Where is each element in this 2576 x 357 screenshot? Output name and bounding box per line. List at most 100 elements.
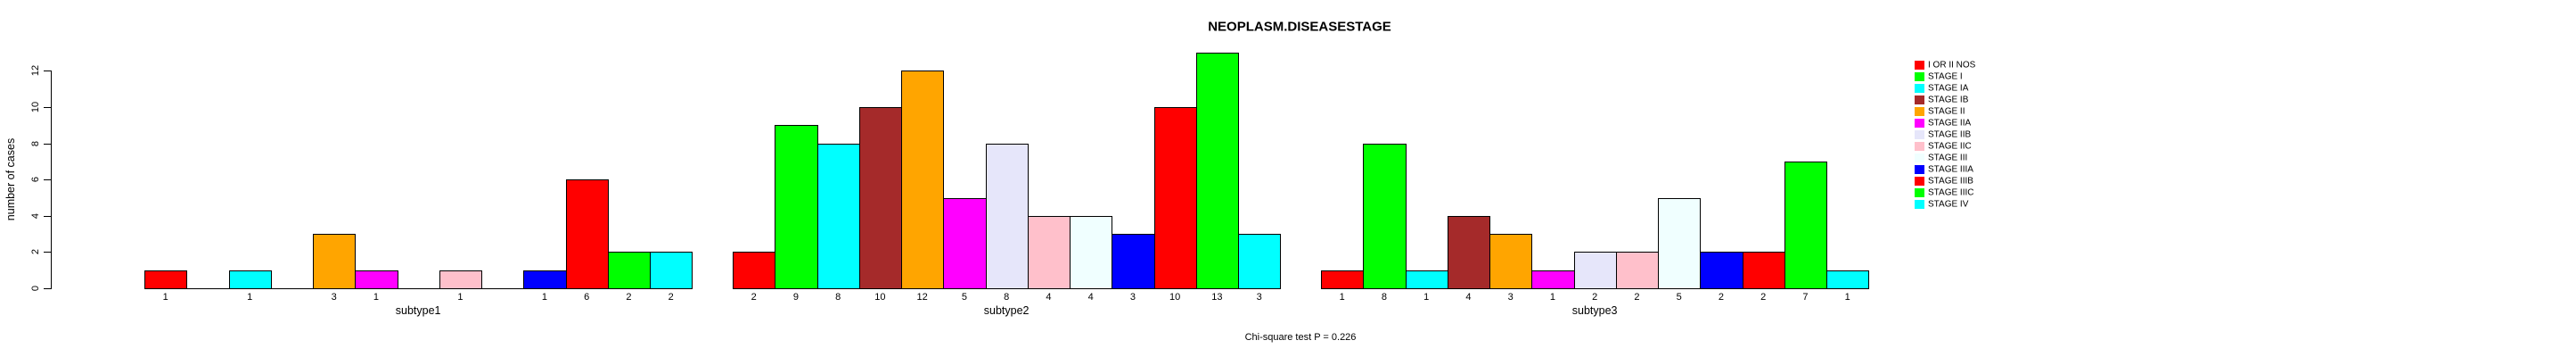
legend-label: STAGE IB	[1928, 95, 1969, 105]
legend-swatch	[1915, 164, 1924, 174]
legend-swatch	[1915, 95, 1924, 104]
bar-value-label: 7	[1802, 292, 1809, 303]
legend-swatch	[1915, 71, 1924, 81]
legend-label: STAGE IA	[1928, 83, 1969, 94]
group-axis-label: subtype3	[1571, 304, 1618, 317]
y-axis-tick	[44, 107, 51, 108]
legend-swatch	[1915, 83, 1924, 93]
bar-value-label: 1	[162, 292, 168, 303]
bar	[775, 125, 818, 289]
bar-value-label: 1	[247, 292, 253, 303]
bar	[1489, 234, 1533, 289]
bar-value-label: 1	[1339, 292, 1345, 303]
bar-value-label: 2	[1760, 292, 1767, 303]
legend-label: STAGE IIB	[1928, 129, 1972, 140]
y-axis-tick-label: 10	[30, 101, 41, 113]
legend-swatch	[1915, 176, 1924, 186]
chi-square-annotation: Chi-square test P = 0.226	[1244, 332, 1357, 343]
bar	[565, 179, 609, 289]
y-axis-tick	[44, 252, 51, 253]
bar	[228, 270, 272, 289]
bar	[858, 107, 902, 289]
bar-value-label: 3	[1256, 292, 1262, 303]
y-axis-line	[51, 71, 52, 289]
legend-swatch	[1915, 60, 1924, 70]
bar-value-label: 3	[1129, 292, 1136, 303]
bar	[1447, 215, 1490, 289]
bar	[1742, 252, 1785, 289]
legend-label: STAGE II	[1928, 106, 1965, 117]
legend-swatch	[1915, 153, 1924, 162]
bar	[1658, 197, 1702, 289]
bar	[985, 143, 1029, 289]
bar-value-label: 2	[751, 292, 757, 303]
x-axis-baseline	[144, 288, 693, 289]
y-axis-tick	[44, 215, 51, 217]
y-axis-tick-label: 2	[30, 249, 41, 255]
legend-label: STAGE III	[1928, 153, 1968, 163]
bar-value-label: 10	[1169, 292, 1181, 303]
bar	[1615, 252, 1659, 289]
y-axis-tick-label: 8	[30, 140, 41, 146]
bar	[1531, 270, 1575, 289]
legend-label: I OR II NOS	[1928, 60, 1976, 71]
bar-value-label: 3	[1507, 292, 1514, 303]
group-axis-label: subtype1	[395, 304, 441, 317]
bar-value-label: 8	[1004, 292, 1010, 303]
bar-value-label: 4	[1087, 292, 1094, 303]
bar	[901, 71, 945, 289]
legend-label: STAGE IIC	[1928, 141, 1972, 152]
bar	[523, 270, 567, 289]
bar	[1700, 252, 1743, 289]
bar	[1195, 53, 1239, 289]
bar	[943, 197, 987, 289]
legend-label: STAGE I	[1928, 71, 1963, 82]
bar	[733, 252, 776, 289]
y-axis-tick	[44, 179, 51, 181]
chart-title: NEOPLASM.DISEASESTAGE	[1208, 19, 1391, 35]
bar	[816, 143, 860, 289]
bar-value-label: 1	[541, 292, 547, 303]
bar	[144, 270, 188, 289]
y-axis-tick	[44, 143, 51, 145]
bar	[1405, 270, 1448, 289]
bar	[355, 270, 398, 289]
bar	[1573, 252, 1617, 289]
bar-value-label: 4	[1465, 292, 1472, 303]
bar-value-label: 13	[1211, 292, 1223, 303]
legend-swatch	[1915, 187, 1924, 197]
bar-value-label: 5	[961, 292, 967, 303]
y-axis-tick-label: 6	[30, 177, 41, 183]
bar-value-label: 2	[626, 292, 632, 303]
bar-value-label: 9	[792, 292, 799, 303]
bar	[1826, 270, 1870, 289]
bar-value-label: 6	[584, 292, 590, 303]
bar	[1238, 234, 1282, 289]
bar-value-label: 1	[1844, 292, 1850, 303]
bar	[1027, 215, 1071, 289]
bar	[439, 270, 482, 289]
bar-value-label: 1	[373, 292, 379, 303]
y-axis-tick-label: 0	[30, 285, 41, 292]
bar	[1363, 143, 1407, 289]
bar-value-label: 2	[1718, 292, 1724, 303]
bar-value-label: 1	[457, 292, 464, 303]
y-axis-tick-label: 12	[30, 65, 41, 77]
legend-swatch	[1915, 141, 1924, 151]
bar-value-label: 8	[1381, 292, 1387, 303]
group-axis-label: subtype2	[983, 304, 1030, 317]
legend-label: STAGE IIIB	[1928, 176, 1973, 187]
bar-value-label: 5	[1676, 292, 1682, 303]
legend-swatch	[1915, 118, 1924, 128]
bar-value-label: 3	[331, 292, 337, 303]
legend-swatch	[1915, 129, 1924, 139]
bar-value-label: 2	[1592, 292, 1598, 303]
bar-value-label: 2	[668, 292, 674, 303]
y-axis-tick-label: 4	[30, 212, 41, 219]
bar	[1070, 215, 1113, 289]
bar	[607, 252, 651, 289]
bar-value-label: 12	[916, 292, 928, 303]
bar-value-label: 8	[835, 292, 841, 303]
y-axis-tick	[44, 288, 51, 289]
